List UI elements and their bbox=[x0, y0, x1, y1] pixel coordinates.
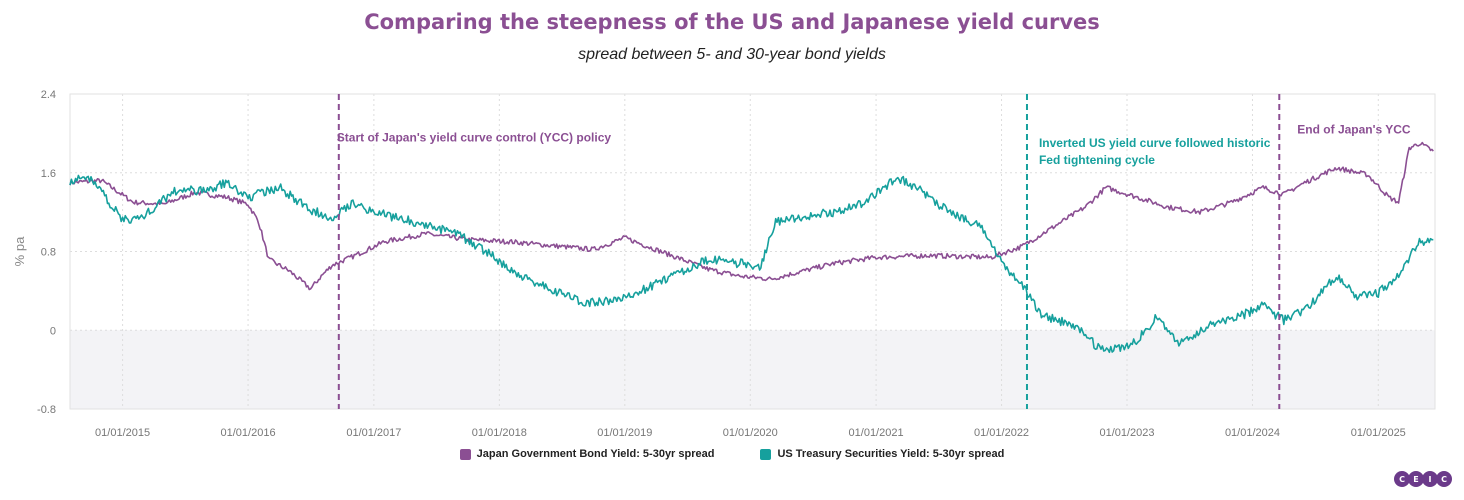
y-tick-label: 0 bbox=[50, 325, 56, 337]
x-tick-label: 01/01/2019 bbox=[597, 427, 652, 439]
y-tick-label: 2.4 bbox=[41, 89, 56, 101]
x-tick-label: 01/01/2022 bbox=[974, 427, 1029, 439]
chart-subtitle: spread between 5- and 30-year bond yield… bbox=[578, 46, 886, 63]
legend-label-ust: US Treasury Securities Yield: 5-30yr spr… bbox=[777, 448, 1005, 460]
x-tick-label: 01/01/2025 bbox=[1351, 427, 1406, 439]
x-tick-label: 01/01/2017 bbox=[346, 427, 401, 439]
series-line-ust bbox=[69, 174, 1434, 354]
y-axis-label: % pa bbox=[12, 236, 27, 266]
chart-title: Comparing the steepness of the US and Ja… bbox=[364, 10, 1100, 34]
logo-letter: C bbox=[1436, 471, 1452, 487]
annotation-label: End of Japan's YCC bbox=[1297, 122, 1411, 136]
logo-letter: C bbox=[1394, 471, 1410, 487]
legend-item-jgb[interactable]: Japan Government Bond Yield: 5-30yr spre… bbox=[459, 448, 715, 460]
plot-frame bbox=[69, 93, 1436, 410]
x-tick-label: 01/01/2018 bbox=[472, 427, 527, 439]
x-tick-label: 01/01/2024 bbox=[1225, 427, 1280, 439]
y-tick-label: 0.8 bbox=[41, 247, 56, 259]
annotation-label: Inverted US yield curve followed histori… bbox=[1039, 136, 1271, 150]
x-tick-label: 01/01/2015 bbox=[95, 427, 150, 439]
logo-letter: I bbox=[1422, 471, 1438, 487]
y-tick-label: 1.6 bbox=[41, 168, 56, 180]
legend: Japan Government Bond Yield: 5-30yr spre… bbox=[0, 448, 1464, 460]
ceic-logo: C E I C bbox=[1394, 471, 1452, 487]
legend-swatch-ust bbox=[760, 448, 772, 460]
legend-item-ust[interactable]: US Treasury Securities Yield: 5-30yr spr… bbox=[760, 448, 1004, 460]
legend-swatch-jgb bbox=[459, 448, 471, 460]
x-tick-label: 01/01/2020 bbox=[723, 427, 778, 439]
annotation-label: Start of Japan's yield curve control (YC… bbox=[337, 130, 612, 144]
x-tick-label: 01/01/2016 bbox=[221, 427, 276, 439]
legend-label-jgb: Japan Government Bond Yield: 5-30yr spre… bbox=[476, 448, 715, 460]
logo-letter: E bbox=[1408, 471, 1424, 487]
series-line-jgb bbox=[69, 141, 1434, 291]
x-tick-label: 01/01/2023 bbox=[1099, 427, 1154, 439]
annotation-label: Fed tightening cycle bbox=[1039, 153, 1155, 167]
x-tick-label: 01/01/2021 bbox=[849, 427, 904, 439]
negative-region-band bbox=[70, 330, 1435, 409]
y-tick-label: -0.8 bbox=[37, 404, 56, 416]
